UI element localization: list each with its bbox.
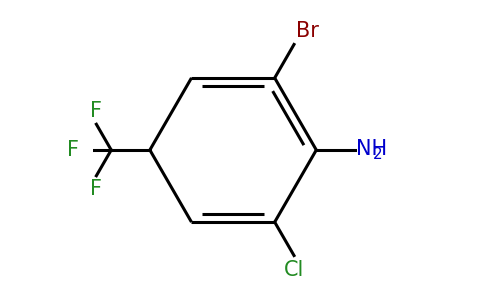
Text: Cl: Cl (284, 260, 304, 280)
Text: F: F (66, 140, 78, 160)
Text: F: F (91, 101, 102, 121)
Text: NH: NH (356, 139, 388, 159)
Text: 2: 2 (373, 147, 383, 162)
Text: Br: Br (296, 21, 318, 41)
Text: F: F (91, 179, 102, 199)
